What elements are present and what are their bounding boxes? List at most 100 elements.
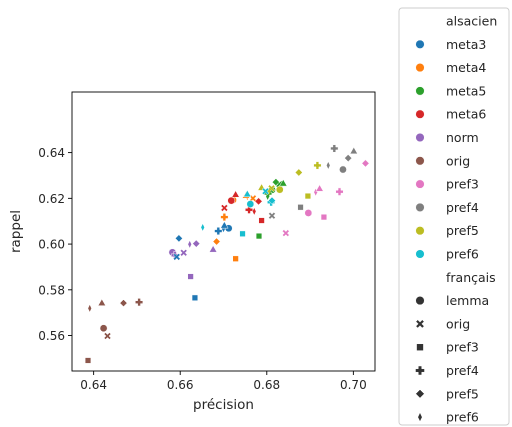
data-point-pref6-lemma <box>246 200 255 208</box>
legend-marker-meta3 <box>415 39 425 49</box>
legend-items: alsacien meta3 meta4 meta5 meta6 norm orig pref… <box>415 14 497 425</box>
data-point-meta6-lemma <box>227 196 236 205</box>
data-point-norm-stem <box>208 245 218 253</box>
legend-label-meta5: meta5 <box>446 83 486 98</box>
data-point-pref4-lemma <box>339 165 347 174</box>
legend-label-pref4: pref4 <box>446 200 479 215</box>
legend-label-pref5: pref5 <box>446 223 479 238</box>
data-point-orig-pref4 <box>135 298 144 307</box>
legend-marker-meta4 <box>415 63 425 73</box>
legend-marker-pref4 <box>415 202 425 212</box>
data-point-pref5-pref5 <box>294 168 303 177</box>
data-point-meta3-orig <box>172 253 181 261</box>
x-tick-label: 0.64 <box>80 378 107 392</box>
data-point-meta4-pref4 <box>220 213 229 222</box>
data-point-meta5-pref3 <box>255 232 263 240</box>
data-point-orig-pref3 <box>84 357 92 364</box>
legend-marker-orig <box>415 319 425 329</box>
data-point-norm-pref6 <box>188 240 192 248</box>
legend-title: français <box>446 270 496 285</box>
legend-marker-meta6 <box>415 109 425 119</box>
data-point-pref4-pref5 <box>344 154 353 163</box>
data-point-pref4-orig <box>268 211 276 220</box>
data-point-meta6-pref6 <box>252 207 256 215</box>
legend-marker-lemma <box>415 296 425 306</box>
data-point-meta3-stem <box>220 221 229 229</box>
x-tick-label: 0.70 <box>340 378 367 392</box>
legend-label-pref3: pref3 <box>446 340 479 355</box>
data-point-norm-pref3 <box>187 273 194 280</box>
data-point-pref5-pref6 <box>267 188 271 196</box>
y-tick-label: 0.56 <box>38 329 65 343</box>
data-point-meta6-pref3 <box>258 217 265 224</box>
data-point-pref3-pref4 <box>335 187 344 196</box>
data-point-pref6-pref3 <box>239 230 246 237</box>
data-point-pref4-pref4 <box>330 144 339 153</box>
x-tick-label: 0.66 <box>167 378 194 392</box>
x-tick-label: 0.68 <box>253 378 280 392</box>
legend-label-pref3: pref3 <box>446 177 479 192</box>
data-point-pref3-pref6 <box>314 188 318 196</box>
legend-marker-pref3 <box>415 179 425 189</box>
data-points <box>84 144 370 364</box>
legend-label-meta6: meta6 <box>446 107 486 122</box>
data-point-pref3-lemma <box>304 209 313 217</box>
legend-marker-pref3 <box>416 343 424 351</box>
data-point-meta3-pref4 <box>214 227 223 236</box>
legend-label-orig: orig <box>446 316 470 331</box>
data-point-meta6-pref5 <box>254 197 263 206</box>
data-point-meta3-pref5 <box>174 234 183 243</box>
data-point-norm-pref5 <box>192 239 201 248</box>
legend-marker-pref6 <box>418 413 422 422</box>
data-point-pref6-pref5 <box>268 196 276 205</box>
data-point-pref3-pref3 <box>320 213 328 221</box>
data-point-pref3-stem <box>315 184 324 192</box>
legend-label-meta4: meta4 <box>446 60 486 75</box>
legend-label-norm: norm <box>446 130 479 145</box>
data-point-pref6-orig <box>261 187 270 196</box>
y-tick-label: 0.58 <box>38 283 65 297</box>
x-axis-label: précision <box>193 397 254 413</box>
legend-label-orig: orig <box>446 153 470 168</box>
legend-label-pref6: pref6 <box>446 247 479 262</box>
data-point-meta5-pref6 <box>266 193 270 200</box>
legend-marker-pref4 <box>415 365 425 376</box>
axes-frame <box>71 91 376 372</box>
legend-marker-pref5 <box>415 389 425 399</box>
data-point-meta4-pref3 <box>232 255 239 262</box>
data-point-meta3-pref3 <box>191 294 199 301</box>
data-point-pref3-orig <box>282 229 290 237</box>
data-point-orig-stem <box>97 298 107 306</box>
data-point-meta6-stem <box>231 190 240 198</box>
data-point-meta6-pref4 <box>245 205 254 214</box>
plot-area: 0.64 0.66 0.68 0.70 0.56 0.58 0.60 0.62 0.64 <box>38 91 376 392</box>
legend-title: alsacien <box>446 14 497 29</box>
data-point-meta6-orig <box>220 204 229 212</box>
y-tick-label: 0.64 <box>38 146 65 160</box>
y-tick-label: 0.60 <box>38 238 65 252</box>
data-point-pref4-stem <box>349 146 359 155</box>
data-point-pref3-pref5 <box>361 159 370 168</box>
legend-label-pref4: pref4 <box>446 363 479 378</box>
x-axis-ticks: 0.64 0.66 0.68 0.70 <box>80 371 367 392</box>
legend-marker-norm <box>415 132 425 143</box>
data-point-pref5-pref3 <box>304 192 312 200</box>
legend-marker-pref6 <box>415 249 425 259</box>
data-point-pref4-pref6 <box>326 161 330 169</box>
legend-label-lemma: lemma <box>446 293 489 308</box>
legend-marker-meta5 <box>415 86 425 96</box>
legend-label-pref5: pref5 <box>446 386 479 401</box>
data-point-meta5-stem <box>279 178 288 187</box>
data-point-norm-orig <box>179 248 188 257</box>
legend: alsacien meta3 meta4 meta5 meta6 norm orig pref… <box>398 7 510 426</box>
data-point-meta5-pref5 <box>271 178 280 187</box>
legend-box <box>398 7 510 426</box>
legend-label-pref6: pref6 <box>446 410 479 425</box>
data-point-pref5-pref4 <box>313 161 322 170</box>
y-axis-ticks: 0.56 0.58 0.60 0.62 0.64 <box>38 146 72 343</box>
legend-marker-pref5 <box>415 226 425 236</box>
data-point-pref6-pref6 <box>201 223 205 231</box>
legend-label-meta3: meta3 <box>446 37 486 52</box>
data-point-pref5-lemma <box>275 185 284 194</box>
